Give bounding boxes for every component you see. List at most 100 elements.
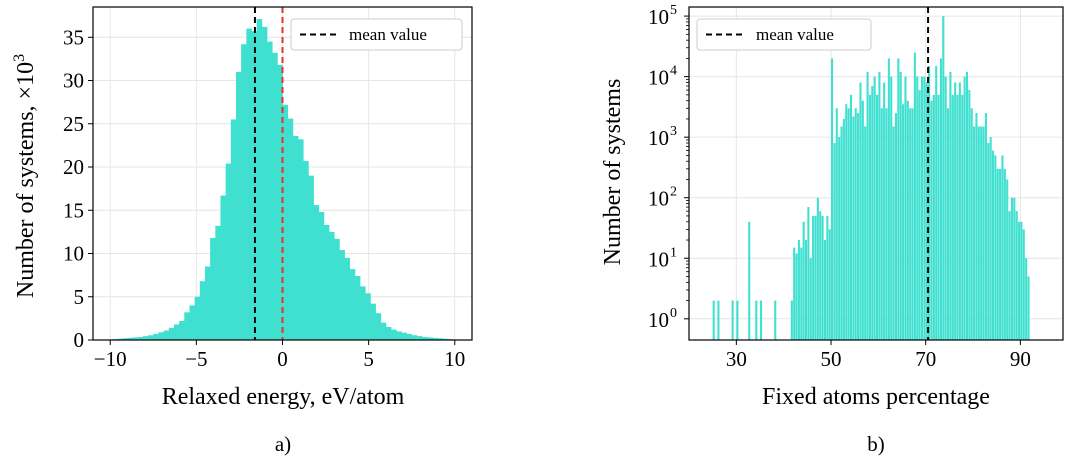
y-tick-exponent: 4: [670, 64, 677, 79]
legend-box-a: [290, 18, 463, 51]
y-tick-label: 10: [648, 308, 669, 332]
histogram-bar: [996, 168, 999, 340]
histogram-bar: [411, 335, 418, 340]
x-tick-label: 30: [726, 347, 747, 371]
histogram-bar: [793, 247, 796, 340]
histogram-bar: [292, 135, 299, 340]
y-tick-label: 30: [63, 69, 84, 93]
histogram-bar: [842, 118, 845, 340]
histogram-bar: [849, 94, 853, 340]
histogram-bar: [809, 258, 812, 340]
histogram-bar: [179, 320, 185, 340]
histogram-bars-a: [111, 19, 454, 341]
histogram-bar: [385, 327, 392, 340]
histogram-bar: [951, 94, 954, 340]
y-axis-label-a-exp: 3: [11, 54, 28, 62]
histogram-bar: [401, 332, 407, 340]
histogram-bar: [1008, 211, 1011, 340]
histogram-bar: [958, 82, 961, 340]
histogram-bar: [432, 337, 438, 340]
histogram-bar: [427, 337, 433, 340]
histogram-bar: [963, 76, 966, 341]
histogram-bar: [906, 100, 909, 340]
x-tick-label: 70: [915, 347, 936, 371]
histogram-bar: [1003, 168, 1006, 340]
histogram-bar: [790, 300, 793, 340]
y-tick-exponent: 0: [670, 306, 677, 321]
histogram-bar: [370, 303, 376, 340]
histogram-bar: [266, 41, 273, 340]
histogram-bar: [163, 330, 170, 340]
y-tick-label: 25: [63, 112, 84, 136]
histogram-bar: [935, 65, 938, 340]
y-tick-label: 35: [63, 25, 84, 49]
histogram-bar: [391, 329, 397, 340]
histogram-bar: [406, 333, 413, 340]
y-tick-label: 0: [74, 328, 85, 352]
panel-label-a: a): [275, 432, 291, 456]
histogram-bar: [230, 119, 237, 340]
histogram-bar: [973, 126, 976, 340]
histogram-bar: [982, 126, 985, 340]
histogram-bar: [859, 82, 862, 340]
histogram-bar: [816, 197, 819, 340]
histogram-bar: [968, 90, 971, 340]
histogram-bar: [1025, 258, 1028, 340]
y-tick-exponent: 2: [670, 185, 677, 200]
histogram-bar: [148, 335, 154, 340]
histogram-bar: [987, 143, 990, 340]
y-axis-label-b: Number of systems: [600, 79, 626, 266]
histogram-bar: [220, 195, 227, 340]
histogram-bar: [975, 113, 978, 340]
histogram-bar: [158, 332, 165, 340]
y-tick-exponent: 5: [670, 3, 677, 18]
ticks-a: −10 −5 0 5 10 0 5 10 15 20 25 30 35: [63, 25, 465, 371]
panel-a: −10 −5 0 5 10 0 5 10 15 20 25 30 35 mean value Relax…: [11, 6, 473, 456]
histogram-bar: [814, 215, 817, 340]
histogram-bar: [899, 71, 902, 341]
histogram-bar: [1010, 197, 1013, 340]
histogram-bar: [861, 100, 864, 340]
histogram-bar: [380, 322, 387, 340]
histogram-bar: [868, 94, 871, 340]
histogram-bar: [840, 126, 843, 340]
histogram-bar: [852, 116, 855, 341]
histogram-bar: [942, 16, 945, 340]
histogram-bar: [241, 44, 247, 341]
histogram-bar: [883, 82, 886, 340]
histogram-bar: [1013, 197, 1016, 340]
histogram-bar: [442, 338, 449, 340]
histogram-bar: [930, 100, 933, 340]
histogram-bar: [287, 118, 294, 340]
x-tick-label: 0: [277, 347, 288, 371]
histogram-bar: [989, 137, 992, 340]
histogram-bar: [416, 336, 423, 340]
legend-a: mean value: [290, 18, 463, 51]
histogram-bar: [736, 300, 739, 340]
histogram-bar: [365, 293, 371, 340]
histogram-bar: [802, 221, 805, 340]
histogram-bar: [251, 31, 258, 341]
histogram-bar: [804, 240, 808, 340]
histogram-bar: [349, 269, 356, 340]
histogram-bar: [956, 94, 959, 340]
histogram-bar: [857, 113, 860, 340]
histogram-bar: [1020, 221, 1023, 340]
histogram-bar: [137, 336, 144, 340]
histogram-bar: [127, 337, 134, 340]
y-tick-label: 15: [63, 198, 84, 222]
histogram-bar: [235, 71, 242, 341]
histogram-bar: [947, 108, 950, 340]
y-tick-label: 5: [74, 285, 85, 309]
histogram-bar: [949, 71, 952, 341]
histogram-bar: [977, 126, 980, 340]
histogram-bar: [831, 58, 834, 340]
histogram-bar: [184, 312, 190, 340]
histogram-bar: [760, 300, 763, 340]
histogram-bar: [970, 108, 973, 340]
histogram-bar: [939, 58, 942, 340]
histogram-bar: [797, 240, 800, 340]
histogram-bar: [153, 333, 159, 340]
histogram-bar: [272, 52, 278, 341]
